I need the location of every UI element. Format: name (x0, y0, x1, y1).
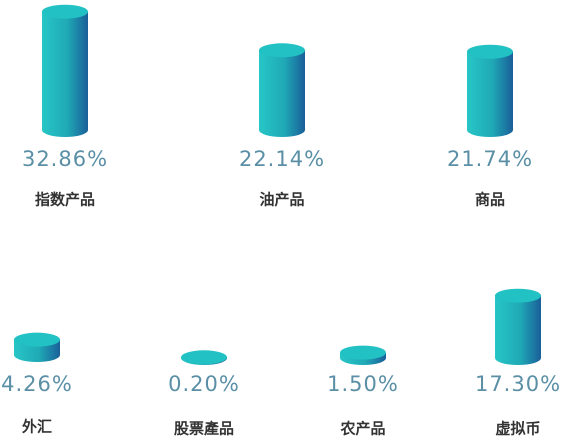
value-label: 32.86% (22, 147, 108, 171)
cylinder-top (340, 345, 386, 360)
cylinder-top (495, 288, 541, 303)
category-label: 股票產品 (174, 420, 234, 436)
cylinder (495, 288, 541, 365)
value-label: 22.14% (239, 147, 325, 171)
cylinder (42, 4, 88, 137)
cylinder-body (495, 295, 541, 365)
cylinder-top (259, 43, 305, 58)
cylinder (181, 350, 227, 365)
cylinder-body (259, 50, 305, 137)
cylinder (259, 43, 305, 137)
category-label: 虚拟币 (495, 420, 540, 436)
cylinder-top (42, 4, 88, 19)
cylinder-top (467, 44, 513, 59)
category-label: 商品 (475, 191, 505, 209)
category-label: 油产品 (259, 191, 304, 209)
category-label: 外汇 (21, 418, 52, 436)
category-label: 指数产品 (35, 191, 95, 209)
cylinder (340, 345, 386, 365)
cylinder-body (42, 11, 88, 137)
cylinder-top (181, 350, 227, 365)
value-label: 21.74% (447, 147, 533, 171)
cylinder (467, 44, 513, 137)
cylinder (14, 332, 60, 362)
value-label: 4.26% (1, 372, 73, 396)
value-label: 1.50% (327, 372, 399, 396)
value-label: 0.20% (168, 372, 240, 396)
cylinder-body (467, 51, 513, 137)
value-label: 17.30% (475, 372, 561, 396)
cylinder-top (14, 332, 60, 347)
category-label: 农产品 (339, 420, 385, 436)
